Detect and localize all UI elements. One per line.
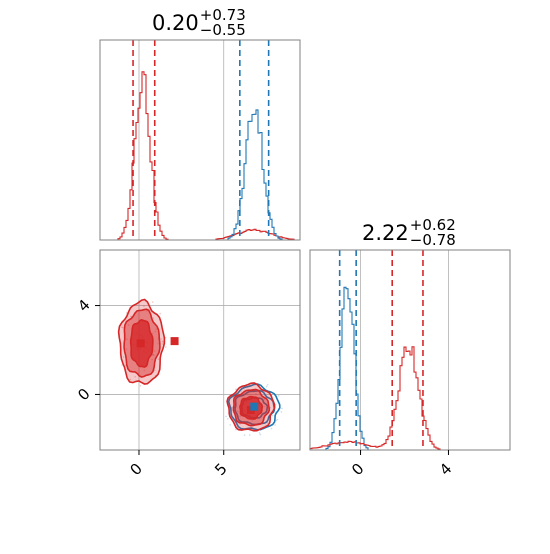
title-y-minus: −0.78 [409,231,456,249]
x-marginal-panel [99,39,301,241]
scatter-point [231,406,233,409]
scatter-point [243,434,246,436]
scatter-point [235,428,237,431]
scatter-point [281,407,283,410]
scatter-point [129,378,132,381]
scatter-point [237,410,239,413]
scatter-point [143,369,146,372]
scatter-point [157,342,159,345]
panel-title-y: 2.22 +0.62 −0.78 [362,218,456,248]
scatter-point [263,398,266,401]
scatter-point [122,356,125,358]
scatter-point [225,415,227,418]
scatter-point [162,341,164,343]
scatter-point [227,418,229,420]
joint-panel: 0 5 0 4 [74,249,301,479]
scatter-point [121,364,123,366]
scatter-point [161,343,164,345]
scatter-point [161,340,163,343]
scatter-point [127,324,130,327]
scatter-point [276,418,279,421]
scatter-point [275,419,278,422]
joint-xtick-0-label: 0 [127,460,146,479]
scatter-point [122,326,124,329]
panel-title-x: 0.20 +0.73 −0.55 [152,8,246,38]
scatter-point [164,337,167,339]
title-y-plus: +0.62 [409,216,456,234]
x-marginal-frame [99,39,301,241]
x-marginal-hist-blue [100,109,300,241]
scatter-point [155,328,158,330]
scatter-point [229,424,231,426]
title-x-plus: +0.73 [199,6,246,24]
scatter-point [153,350,156,352]
scatter-point [251,419,253,422]
scatter-point [154,369,156,372]
scatter-point [160,338,162,340]
joint-ytick-0-label: 0 [74,385,93,404]
scatter-point [152,353,154,356]
scatter-point [151,332,154,335]
scatter-point [151,301,154,303]
scatter-point [280,411,283,413]
scatter-point [151,358,153,361]
joint-xtick-1-label: 5 [211,460,230,479]
scatter-point [145,310,148,312]
scatter-point [274,424,276,426]
joint-marker-blue-3 [250,402,259,411]
scatter-point [265,385,268,388]
y-marginal-xtick-0-label: 0 [348,460,367,479]
joint-ytick-1-label: 4 [74,296,93,315]
scatter-point [125,312,128,314]
joint-blue-contour-level-0 [227,383,281,431]
joint-frame [99,249,301,451]
scatter-point [154,330,157,333]
scatter-point [248,434,251,436]
scatter-point [130,315,132,318]
scatter-point [263,405,265,408]
scatter-point [152,317,155,319]
scatter-point [259,433,262,436]
y-marginal-frame [309,249,511,451]
title-x-minus: −0.55 [199,21,246,39]
title-x-value: 0.20 [152,11,199,35]
scatter-point [239,415,241,418]
title-y-value: 2.22 [362,221,409,245]
scatter-point [121,326,123,329]
scatter-point [159,312,161,315]
scatter-point [266,384,269,386]
scatter-point [165,346,167,348]
scatter-point [139,385,142,387]
scatter-point [247,393,249,396]
scatter-point [152,354,154,356]
scatter-point [126,338,128,341]
y-marginal-xtick-1-label: 4 [436,460,455,479]
scatter-point [258,432,261,434]
scatter-point [277,395,280,397]
scatter-point [270,427,273,430]
scatter-point [255,393,257,395]
joint-marker-red-0 [136,339,145,348]
joint-marker-red-1 [170,337,179,346]
joint-blue-contour-level-1 [234,389,276,426]
scatter-point [125,348,128,350]
scatter-point [153,354,155,357]
scatter-point [235,388,237,391]
scatter-point [143,305,145,308]
scatter-point [134,376,136,378]
scatter-point [157,358,160,361]
scatter-point [271,414,274,417]
